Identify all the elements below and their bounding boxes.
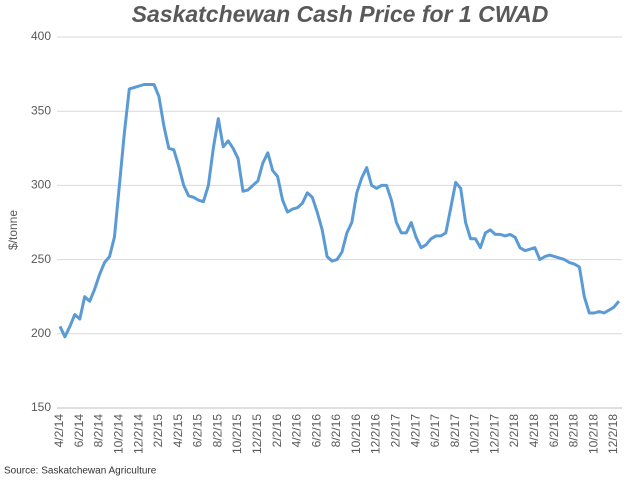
x-tick-label: 2/2/17 xyxy=(389,414,403,448)
x-tick-label: 6/2/17 xyxy=(428,414,442,448)
y-tick-label: 400 xyxy=(31,29,51,43)
x-tick-label: 12/2/18 xyxy=(606,414,620,454)
x-tick-label: 10/2/14 xyxy=(112,414,126,454)
x-tick-label: 8/2/17 xyxy=(448,414,462,448)
x-tick-label: 12/2/14 xyxy=(131,414,145,454)
x-tick-label: 10/2/18 xyxy=(586,414,600,454)
x-tick-label: 6/2/16 xyxy=(309,414,323,448)
x-tick-label: 4/2/15 xyxy=(171,414,185,448)
chart-title: Saskatchewan Cash Price for 1 CWAD xyxy=(132,1,549,27)
x-tick-label: 6/2/14 xyxy=(72,414,86,448)
x-tick-label: 8/2/18 xyxy=(567,414,581,448)
x-tick-label: 12/2/15 xyxy=(250,414,264,454)
y-tick-label: 300 xyxy=(31,178,51,192)
x-tick-label: 8/2/16 xyxy=(329,414,343,448)
x-tick-label: 4/2/18 xyxy=(527,414,541,448)
y-tick-label: 350 xyxy=(31,103,51,117)
y-tick-label: 150 xyxy=(31,400,51,414)
y-tick-label: 250 xyxy=(31,252,51,266)
x-tick-label: 2/2/15 xyxy=(151,414,165,448)
x-tick-label: 4/2/16 xyxy=(290,414,304,448)
x-tick-label: 4/2/17 xyxy=(408,414,422,448)
x-tick-label: 6/2/18 xyxy=(547,414,561,448)
x-tick-label: 2/2/16 xyxy=(270,414,284,448)
x-tick-label: 4/2/14 xyxy=(52,414,66,448)
x-tick-label: 10/2/17 xyxy=(468,414,482,454)
y-tick-label: 200 xyxy=(31,326,51,340)
x-tick-label: 6/2/15 xyxy=(191,414,205,448)
x-tick-label: 12/2/16 xyxy=(369,414,383,454)
x-tick-label: 8/2/14 xyxy=(92,414,106,448)
x-tick-label: 10/2/15 xyxy=(230,414,244,454)
data-line xyxy=(58,83,621,339)
x-tick-label: 8/2/15 xyxy=(210,414,224,448)
source-note: Source: Saskatchewan Agriculture xyxy=(4,466,157,477)
x-tick-label: 10/2/16 xyxy=(349,414,363,454)
x-tick-label: 12/2/17 xyxy=(487,414,501,454)
x-tick-label: 2/2/18 xyxy=(507,414,521,448)
y-axis-label: $/tonne xyxy=(6,210,20,250)
